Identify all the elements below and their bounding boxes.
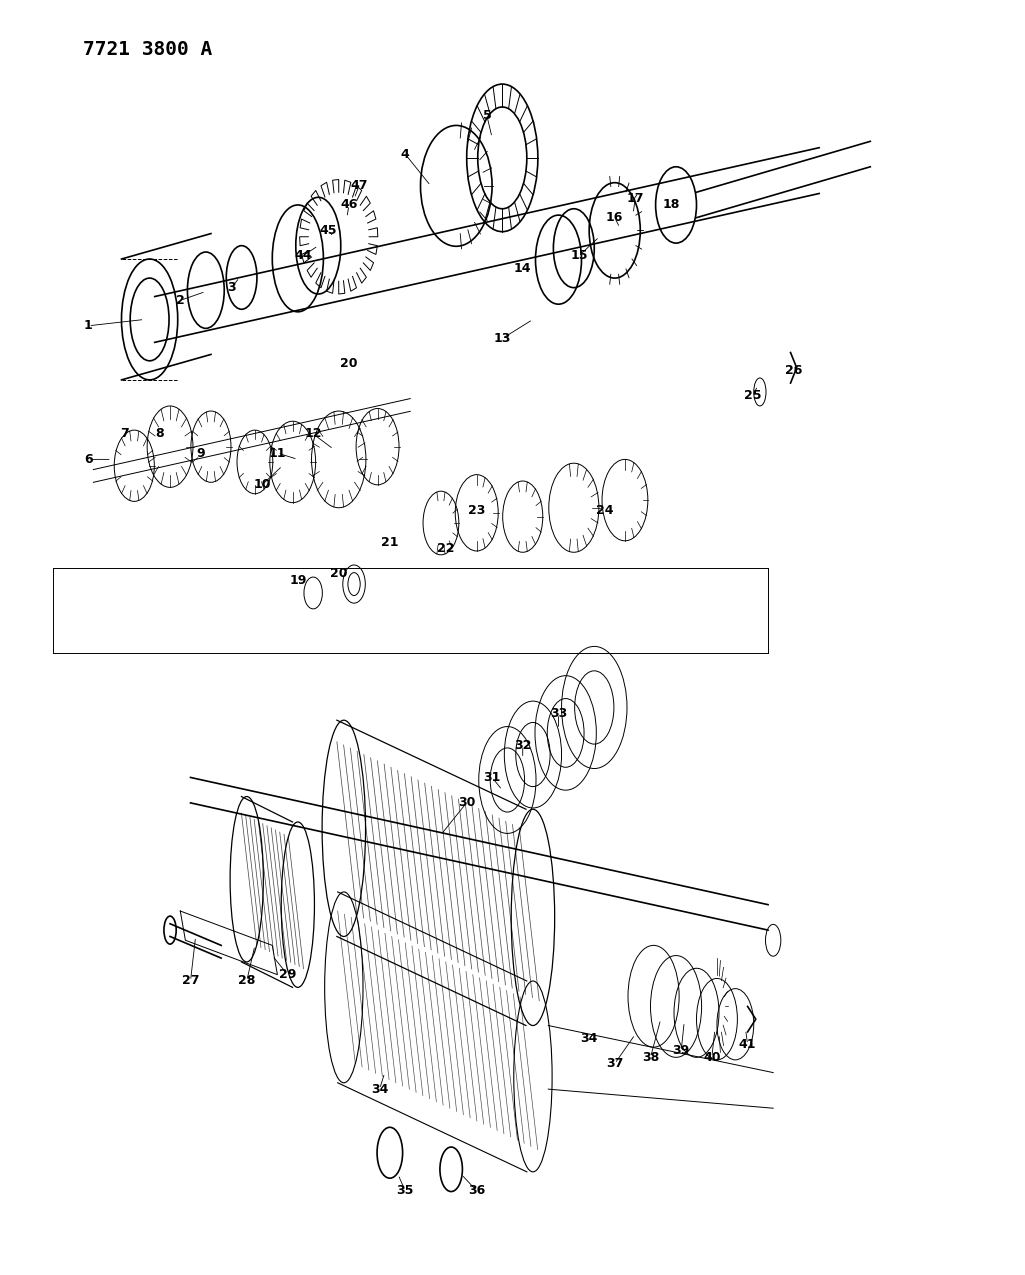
Text: 34: 34 [580,1031,598,1044]
Text: 31: 31 [484,771,501,784]
Text: 8: 8 [156,427,164,440]
Text: 29: 29 [279,968,296,982]
Text: 30: 30 [458,797,476,810]
Text: 2: 2 [176,293,184,307]
Text: 1: 1 [84,319,92,333]
Text: 22: 22 [438,542,455,555]
Text: 44: 44 [294,250,312,263]
Text: 7721 3800 A: 7721 3800 A [83,40,212,59]
Text: 5: 5 [483,110,491,122]
Text: 39: 39 [672,1044,690,1057]
Text: 33: 33 [549,708,567,720]
Text: 3: 3 [228,282,236,295]
Text: 37: 37 [606,1057,623,1070]
Text: 46: 46 [340,199,358,212]
Text: 34: 34 [371,1082,388,1095]
Text: 11: 11 [269,446,286,459]
Text: 14: 14 [514,263,532,275]
Text: 23: 23 [468,504,486,516]
Text: 15: 15 [570,250,587,263]
Text: 7: 7 [120,427,128,440]
Text: 40: 40 [703,1051,721,1063]
Text: 25: 25 [744,389,762,403]
Text: 4: 4 [401,148,410,161]
Text: 19: 19 [289,574,306,586]
Text: 20: 20 [340,357,358,371]
Text: 38: 38 [642,1051,659,1063]
Text: 13: 13 [494,332,511,346]
Text: 24: 24 [596,504,613,516]
Text: 27: 27 [181,974,199,988]
Text: 35: 35 [397,1184,414,1197]
Text: 10: 10 [253,478,271,491]
Text: 32: 32 [514,740,531,752]
Text: 20: 20 [330,567,347,580]
Text: 28: 28 [238,974,255,988]
Text: 12: 12 [304,427,322,440]
Text: 6: 6 [84,453,92,465]
Text: 17: 17 [626,193,644,205]
Text: 36: 36 [468,1184,486,1197]
Text: 16: 16 [606,212,623,224]
Text: 21: 21 [381,536,399,548]
Text: 45: 45 [320,224,337,237]
Text: 9: 9 [197,446,205,459]
Text: 47: 47 [351,180,368,193]
Text: 18: 18 [662,199,680,212]
Text: 26: 26 [785,363,803,377]
Text: 41: 41 [739,1038,756,1051]
